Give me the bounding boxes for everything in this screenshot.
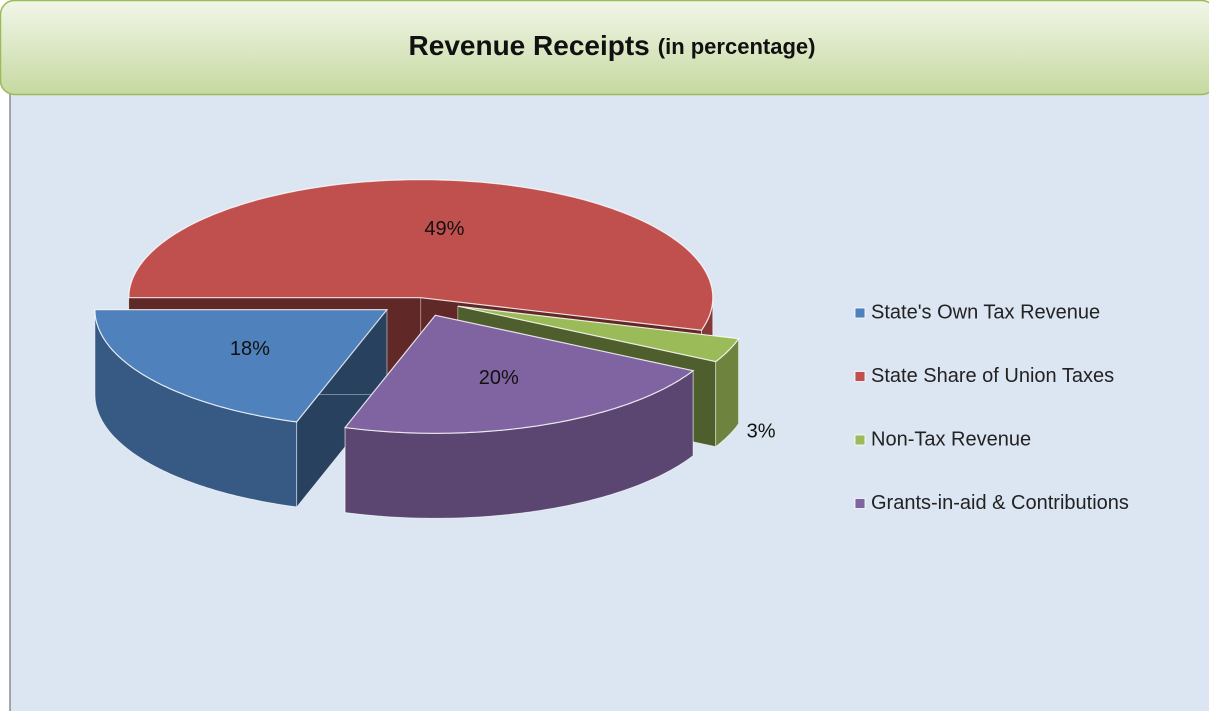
legend-swatch — [854, 371, 866, 382]
data-label: 3% — [747, 420, 776, 442]
chart-title: Revenue Receipts (in percentage) — [409, 30, 816, 61]
legend-swatch — [854, 498, 866, 509]
slice — [457, 305, 740, 363]
legend-swatch — [854, 434, 866, 446]
slice — [128, 179, 714, 331]
data-label: 49% — [424, 218, 464, 240]
subtitle: (in percentage) — [658, 34, 816, 59]
legend-label: State's Own Tax Revenue — [871, 301, 1100, 323]
legend-swatch — [854, 307, 866, 319]
slice — [94, 309, 389, 423]
data-label: 18% — [230, 338, 270, 360]
data-label: 20% — [479, 367, 519, 389]
legend-label: State Share of Union Taxes — [871, 365, 1114, 387]
legend-label: Non-Tax Revenue — [871, 428, 1031, 450]
title: Revenue Receipts — [409, 30, 650, 61]
legend-label: Grants-in-aid & Contributions — [871, 492, 1129, 514]
header — [0, 0, 1209, 96]
slice — [343, 314, 695, 434]
